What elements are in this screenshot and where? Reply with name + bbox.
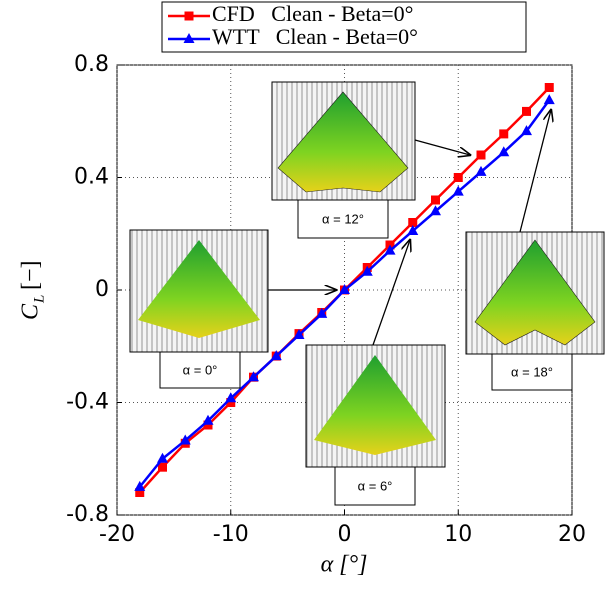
marker <box>522 106 531 116</box>
marker <box>475 165 487 176</box>
marker <box>203 420 213 430</box>
marker <box>543 94 555 105</box>
annotation: α = 12° <box>322 211 364 226</box>
y-label-main: C <box>18 303 44 320</box>
x-tick-label: 20 <box>558 522 586 547</box>
annotation: α = 6° <box>358 478 393 493</box>
marker <box>339 284 350 294</box>
marker <box>157 452 168 463</box>
marker <box>248 371 259 382</box>
marker <box>135 488 145 497</box>
x-tick-label: -10 <box>213 522 249 547</box>
annotation: α = 0° <box>183 362 218 377</box>
marker <box>158 462 167 472</box>
marker <box>499 129 509 139</box>
marker <box>179 434 191 445</box>
marker <box>316 307 328 318</box>
legend-label: WTT Clean - Beta=0° <box>212 24 418 49</box>
y-label-unit: [−] <box>18 260 44 290</box>
y-tick-label: 0.4 <box>74 165 109 190</box>
legend-marker <box>183 33 195 43</box>
marker <box>408 218 418 227</box>
inset-6 <box>305 240 446 506</box>
legend <box>161 1 527 53</box>
x-tick-label: 10 <box>444 522 472 547</box>
marker <box>226 398 236 407</box>
marker <box>476 150 486 160</box>
x-axis-label: α [°] <box>321 552 368 578</box>
marker <box>544 83 554 92</box>
marker <box>384 244 396 255</box>
marker <box>407 224 419 235</box>
legend-marker <box>184 11 194 21</box>
marker <box>293 329 305 339</box>
marker <box>202 414 214 425</box>
marker <box>498 146 510 157</box>
marker <box>270 350 282 361</box>
marker <box>453 173 463 182</box>
y-tick-label: 0 <box>95 277 109 302</box>
marker <box>452 185 464 196</box>
annotation: α = 18° <box>511 364 553 379</box>
x-tick-label: -20 <box>99 522 135 547</box>
inset-12 <box>271 81 470 239</box>
y-tick-label: 0.8 <box>74 52 109 77</box>
inset-0 <box>129 229 336 389</box>
inset-18 <box>465 110 605 391</box>
marker <box>361 265 373 276</box>
x-tick-label: 0 <box>338 522 352 547</box>
insets: α = 12° α = 0° α = 6° α = 18° <box>129 81 605 506</box>
marker <box>431 195 440 205</box>
marker <box>430 205 441 216</box>
y-axis-label: C L [−] <box>18 260 48 320</box>
y-tick-label: -0.8 <box>66 502 109 527</box>
y-label-sub: L <box>31 295 47 304</box>
marker <box>225 392 237 403</box>
legend-label: CFD Clean - Beta=0° <box>212 1 413 26</box>
marker <box>521 125 532 136</box>
marker <box>134 480 146 491</box>
y-tick-label: -0.4 <box>66 390 109 415</box>
